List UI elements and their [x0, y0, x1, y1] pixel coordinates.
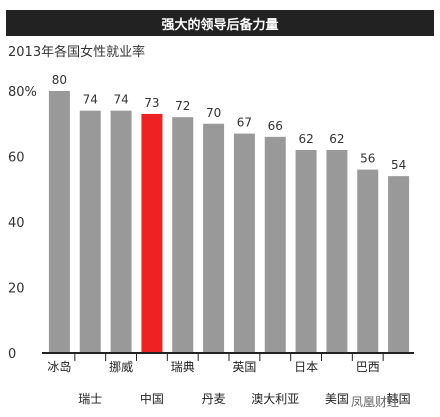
value-label: 67: [237, 116, 252, 130]
category-label: 英国: [232, 360, 256, 374]
y-tick-label: 80%: [8, 85, 37, 100]
value-label: 80: [52, 73, 67, 87]
y-tick-label: 20: [8, 282, 25, 297]
value-label: 56: [360, 152, 375, 166]
category-label: 澳大利亚: [251, 392, 299, 406]
category-label: 丹麦: [202, 392, 226, 406]
y-tick-label: 60: [8, 151, 25, 166]
value-label: 70: [206, 106, 221, 120]
bar: [326, 149, 348, 353]
value-label: 62: [298, 132, 313, 146]
value-label: 73: [144, 96, 159, 110]
value-label: 74: [113, 93, 128, 107]
bar: [295, 149, 317, 353]
category-label: 韩国: [387, 391, 411, 406]
bar: [48, 91, 70, 353]
category-label: 巴西: [356, 360, 380, 374]
bar: [110, 110, 132, 354]
bar: [233, 133, 255, 353]
bar: [264, 136, 286, 353]
category-label: 中国: [140, 391, 164, 406]
category-label: 美国: [325, 392, 349, 406]
watermark-text: 凤凰财经: [351, 395, 400, 409]
category-label: 日本: [294, 360, 318, 374]
bar: [357, 169, 379, 353]
value-label: 74: [83, 93, 98, 107]
chart-title: 强大的领导后备力量: [6, 10, 434, 36]
bar: [203, 123, 225, 353]
value-label: 66: [268, 119, 283, 133]
category-label: 冰岛: [47, 359, 71, 374]
value-label: 72: [175, 99, 190, 113]
y-axis: 0 20 40 60 80%: [8, 85, 37, 362]
y-tick-label: 0: [8, 347, 16, 362]
value-label: 62: [329, 132, 344, 146]
bar: [141, 113, 163, 353]
y-tick-label: 40: [8, 216, 25, 231]
bar: [79, 110, 101, 354]
value-label: 54: [391, 158, 406, 172]
bar: [388, 176, 410, 353]
category-label: 挪威: [109, 360, 133, 374]
chart-subtitle: 2013年各国女性就业率: [8, 45, 146, 60]
category-label: 瑞典: [171, 360, 195, 374]
bars: [48, 91, 410, 354]
category-label: 瑞士: [78, 392, 102, 406]
value-labels: 80 74 74 73 72 70 67 66 62 62 56 54: [52, 73, 406, 172]
bar: [172, 117, 194, 353]
